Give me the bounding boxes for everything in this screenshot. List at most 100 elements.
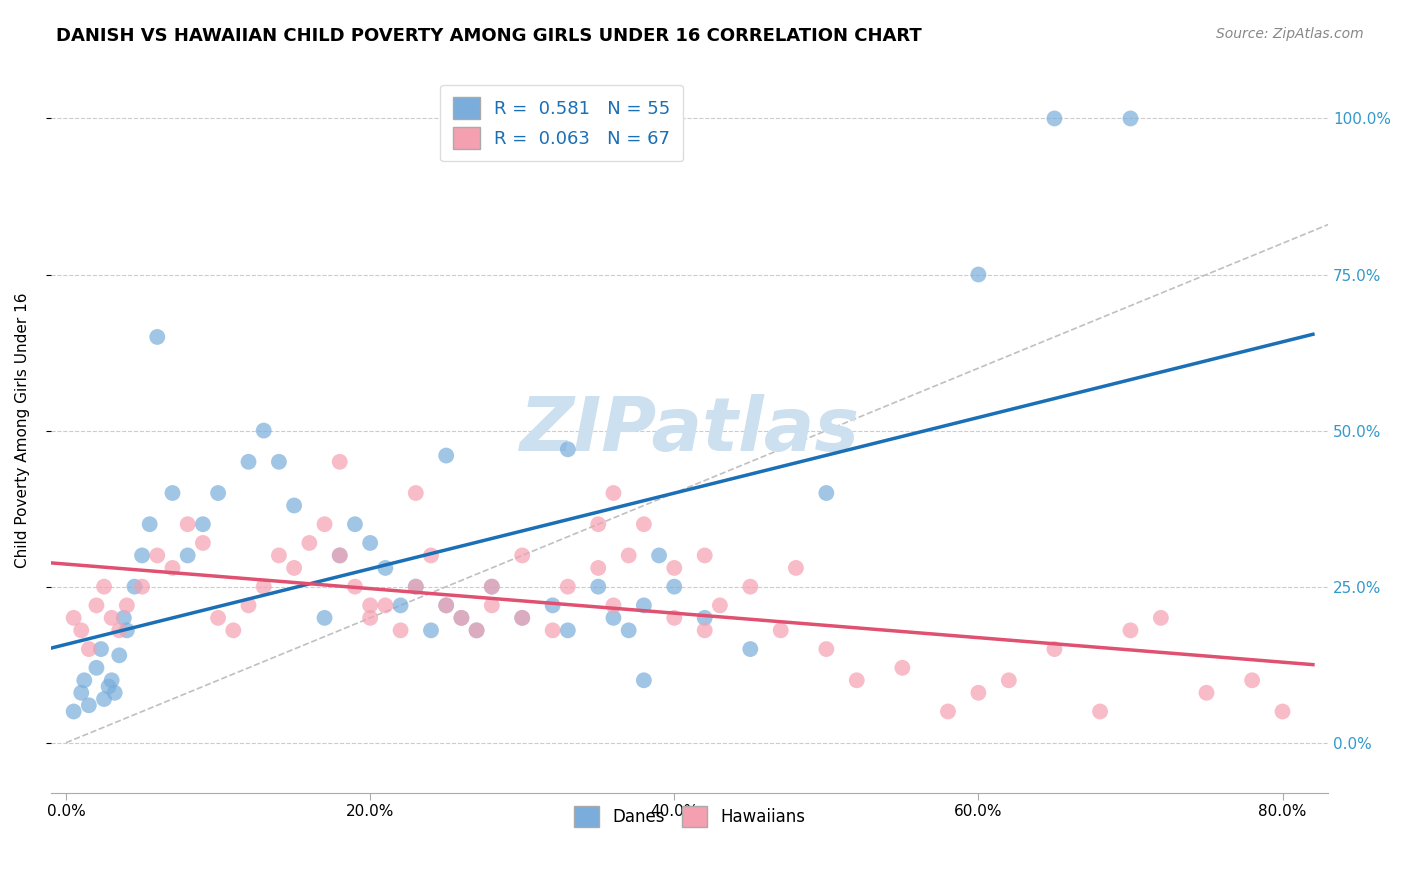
Point bbox=[586, 561, 609, 575]
Point bbox=[602, 611, 624, 625]
Point bbox=[693, 624, 716, 638]
Point bbox=[108, 624, 131, 638]
Point bbox=[146, 330, 169, 344]
Point bbox=[434, 599, 457, 613]
Point bbox=[374, 561, 396, 575]
Point bbox=[298, 536, 321, 550]
Point bbox=[602, 599, 624, 613]
Point bbox=[70, 624, 93, 638]
Point bbox=[405, 580, 427, 594]
Point bbox=[93, 692, 115, 706]
Point bbox=[967, 686, 990, 700]
Point bbox=[1043, 112, 1066, 126]
Point bbox=[253, 424, 276, 438]
Point bbox=[100, 611, 122, 625]
Point bbox=[633, 517, 655, 532]
Point bbox=[510, 611, 533, 625]
Point bbox=[191, 536, 214, 550]
Point bbox=[541, 624, 564, 638]
Point bbox=[557, 580, 579, 594]
Point bbox=[238, 599, 260, 613]
Point bbox=[115, 624, 138, 638]
Point bbox=[62, 705, 84, 719]
Y-axis label: Child Poverty Among Girls Under 16: Child Poverty Among Girls Under 16 bbox=[15, 293, 30, 568]
Text: Source: ZipAtlas.com: Source: ZipAtlas.com bbox=[1216, 27, 1364, 41]
Point bbox=[162, 486, 184, 500]
Point bbox=[77, 642, 100, 657]
Point bbox=[541, 599, 564, 613]
Legend: Danes, Hawaiians: Danes, Hawaiians bbox=[565, 798, 813, 835]
Point bbox=[967, 268, 990, 282]
Text: DANISH VS HAWAIIAN CHILD POVERTY AMONG GIRLS UNDER 16 CORRELATION CHART: DANISH VS HAWAIIAN CHILD POVERTY AMONG G… bbox=[56, 27, 922, 45]
Point bbox=[434, 449, 457, 463]
Point bbox=[191, 517, 214, 532]
Point bbox=[77, 698, 100, 713]
Point bbox=[329, 455, 352, 469]
Point bbox=[420, 549, 443, 563]
Point bbox=[359, 611, 381, 625]
Point bbox=[785, 561, 807, 575]
Point bbox=[62, 611, 84, 625]
Point bbox=[465, 624, 488, 638]
Point bbox=[131, 580, 153, 594]
Point bbox=[329, 549, 352, 563]
Point bbox=[314, 611, 336, 625]
Point bbox=[557, 624, 579, 638]
Point bbox=[1088, 705, 1111, 719]
Point bbox=[283, 561, 305, 575]
Point bbox=[740, 580, 762, 594]
Point bbox=[693, 611, 716, 625]
Point bbox=[124, 580, 146, 594]
Point bbox=[86, 599, 108, 613]
Point bbox=[602, 486, 624, 500]
Point bbox=[617, 624, 640, 638]
Point bbox=[138, 517, 160, 532]
Point bbox=[314, 517, 336, 532]
Point bbox=[1241, 673, 1264, 688]
Point bbox=[100, 673, 122, 688]
Point bbox=[617, 549, 640, 563]
Point bbox=[329, 549, 352, 563]
Point bbox=[815, 642, 838, 657]
Point bbox=[359, 599, 381, 613]
Point bbox=[450, 611, 472, 625]
Point bbox=[510, 549, 533, 563]
Point bbox=[343, 580, 366, 594]
Point bbox=[374, 599, 396, 613]
Point bbox=[389, 624, 412, 638]
Point bbox=[207, 486, 229, 500]
Point bbox=[481, 599, 503, 613]
Point bbox=[176, 549, 198, 563]
Point bbox=[420, 624, 443, 638]
Point bbox=[709, 599, 731, 613]
Point bbox=[936, 705, 959, 719]
Point bbox=[405, 580, 427, 594]
Point bbox=[97, 680, 120, 694]
Point bbox=[86, 661, 108, 675]
Point bbox=[845, 673, 868, 688]
Point bbox=[222, 624, 245, 638]
Point bbox=[510, 611, 533, 625]
Point bbox=[633, 599, 655, 613]
Point bbox=[557, 442, 579, 457]
Point bbox=[1119, 624, 1142, 638]
Point bbox=[90, 642, 112, 657]
Point bbox=[633, 673, 655, 688]
Point bbox=[586, 580, 609, 594]
Text: ZIPatlas: ZIPatlas bbox=[519, 394, 859, 467]
Point bbox=[108, 648, 131, 663]
Point bbox=[586, 517, 609, 532]
Point bbox=[740, 642, 762, 657]
Point bbox=[389, 599, 412, 613]
Point bbox=[131, 549, 153, 563]
Point bbox=[693, 549, 716, 563]
Point bbox=[267, 549, 290, 563]
Point bbox=[648, 549, 671, 563]
Point bbox=[283, 499, 305, 513]
Point bbox=[481, 580, 503, 594]
Point bbox=[73, 673, 96, 688]
Point bbox=[115, 599, 138, 613]
Point bbox=[176, 517, 198, 532]
Point bbox=[815, 486, 838, 500]
Point bbox=[664, 580, 686, 594]
